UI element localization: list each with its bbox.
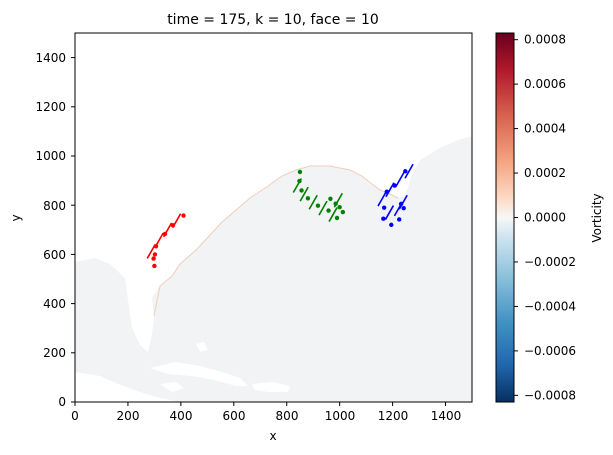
particle-markers (146, 163, 414, 269)
particle-point (326, 208, 331, 213)
particle-point (401, 205, 406, 211)
particle-velocity-bar (398, 194, 408, 210)
x-tick-label: 600 (223, 409, 246, 423)
coastline (153, 165, 399, 317)
y-axis: 0 200 400 600 800 1000 1200 1400 y (9, 51, 75, 409)
colorbar-tick-label: −0.0006 (524, 344, 576, 358)
particle-velocity-bar (318, 200, 328, 216)
particle-velocity-bar (395, 171, 405, 187)
land-west (75, 33, 472, 402)
particle-velocity-bar (308, 194, 318, 210)
particle-point (152, 252, 158, 257)
particle-velocity-bar (393, 201, 404, 217)
particle-velocity-bar (404, 163, 414, 179)
x-tick-label: 400 (170, 409, 193, 423)
colorbar-tick-label: 0.0000 (524, 211, 566, 225)
particle-point (328, 196, 333, 202)
particle-point (389, 222, 394, 228)
particle-point (315, 203, 321, 208)
colorbar-tick-label: 0.0008 (524, 33, 566, 47)
land-north (230, 33, 472, 104)
particle-velocity-bar (292, 178, 303, 193)
y-tick-label: 0 (58, 395, 66, 409)
colorbar: −0.0008 −0.0006 −0.0004 −0.0002 0.0000 0… (495, 32, 604, 403)
island-small (160, 382, 184, 392)
particle-velocity-bar (377, 191, 387, 207)
y-tick-label: 1200 (35, 100, 66, 114)
y-tick-label: 1000 (35, 149, 66, 163)
colorbar-tick-label: −0.0004 (524, 299, 576, 313)
particle-velocity-bar (146, 244, 156, 259)
particle-point (381, 216, 386, 221)
particle-velocity-bar (154, 232, 164, 248)
colorbar-tick-label: 0.0002 (524, 166, 566, 180)
particle-point (299, 188, 304, 193)
particle-velocity-bar (171, 213, 182, 229)
particle-velocity-bar (333, 192, 344, 208)
particle-velocity-bar (328, 207, 338, 222)
x-tick-label: 800 (276, 409, 299, 423)
y-tick-label: 1400 (35, 51, 66, 65)
x-axis: 0 200 400 600 800 1000 1200 1400 x (71, 402, 461, 443)
particle-point (152, 263, 157, 269)
island-bahamas (196, 342, 208, 352)
particle-velocity-bar (162, 222, 173, 238)
chart-title: time = 175, k = 10, face = 10 (167, 12, 379, 28)
particle-velocity-bar (384, 205, 395, 220)
colorbar-tick-label: 0.0004 (524, 122, 566, 136)
particle-point (181, 213, 186, 218)
particle-point (297, 169, 303, 175)
particle-velocity-bar (385, 182, 395, 198)
x-tick-label: 1400 (431, 409, 462, 423)
plot-frame (74, 32, 473, 403)
particle-point (334, 215, 340, 221)
y-tick-label: 400 (43, 297, 66, 311)
x-tick-label: 0 (71, 409, 79, 423)
y-axis-label: y (9, 214, 23, 221)
x-tick-label: 200 (117, 409, 140, 423)
y-tick-label: 600 (43, 248, 66, 262)
y-tick-label: 800 (43, 199, 66, 213)
colorbar-tick-label: −0.0008 (524, 388, 576, 402)
colorbar-tick-label: −0.0002 (524, 255, 576, 269)
island-cuba (150, 362, 248, 386)
y-tick-label: 200 (43, 346, 66, 360)
land-south (75, 372, 180, 402)
island-hispaniola (252, 382, 290, 392)
particle-point (381, 205, 387, 210)
particle-point (151, 256, 156, 261)
x-tick-label: 1000 (325, 409, 356, 423)
particle-point (337, 204, 342, 210)
colorbar-bar (495, 32, 515, 403)
particle-point (403, 169, 408, 174)
particle-velocity-bar (299, 186, 309, 202)
colorbar-label: Vorticity (590, 193, 604, 242)
particle-point (340, 209, 346, 215)
particle-point (305, 196, 311, 201)
x-tick-label: 1200 (378, 409, 409, 423)
plot-area (75, 33, 472, 402)
colorbar-tick-label: 0.0006 (524, 77, 566, 91)
x-axis-label: x (269, 429, 276, 443)
particle-point (397, 217, 402, 222)
